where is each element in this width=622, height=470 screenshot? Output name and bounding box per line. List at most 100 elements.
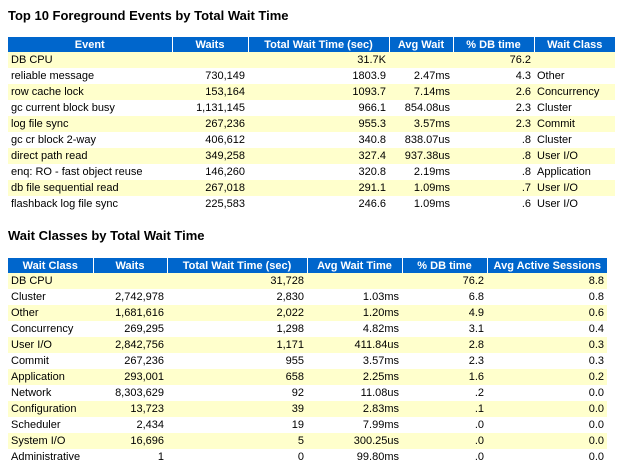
table-cell: 0.0 xyxy=(487,449,607,465)
table-row: System I/O 16,696 5 300.25us .0 0.0 xyxy=(8,433,607,449)
classes-table-header: Wait Class Waits Total Wait Time (sec) Avg … xyxy=(8,258,607,273)
table-cell: .8 xyxy=(453,148,534,164)
table-cell: 0.4 xyxy=(487,321,607,337)
table-cell: 76.2 xyxy=(402,273,487,289)
table-cell: 1,681,616 xyxy=(93,305,167,321)
table-row: Network 8,303,629 92 11.08us .2 0.0 xyxy=(8,385,607,401)
table-cell: log file sync xyxy=(8,116,172,132)
table-cell: 300.25us xyxy=(307,433,402,449)
table-cell: 0.8 xyxy=(487,289,607,305)
table-cell xyxy=(307,273,402,289)
table-cell: 2,842,756 xyxy=(93,337,167,353)
table-cell: 838.07us xyxy=(389,132,453,148)
table-cell: .6 xyxy=(453,196,534,212)
table-row: log file sync 267,236 955.3 3.57ms 2.3 Commit xyxy=(8,116,615,132)
classes-table-body: DB CPU 31,728 76.2 8.8 Cluster 2,742,978 2,830… xyxy=(8,273,607,465)
table-cell: Network xyxy=(8,385,93,401)
table-row: Configuration 13,723 39 2.83ms .1 0.0 xyxy=(8,401,607,417)
table-cell: 31,728 xyxy=(167,273,307,289)
table-row: gc current block busy 1,131,145 966.1 854.0… xyxy=(8,100,615,116)
table-cell: 1,171 xyxy=(167,337,307,353)
table-cell: .0 xyxy=(402,417,487,433)
table-cell: 0.0 xyxy=(487,401,607,417)
table-cell xyxy=(534,52,615,68)
table-cell: 76.2 xyxy=(453,52,534,68)
table-cell: User I/O xyxy=(534,148,615,164)
table-cell: Other xyxy=(8,305,93,321)
table-cell: 39 xyxy=(167,401,307,417)
events-table-body: DB CPU 31.7K 76.2 reliable message 730,149 18… xyxy=(8,52,615,212)
table-cell: 0.0 xyxy=(487,385,607,401)
table-row: enq: RO - fast object reuse 146,260 320.8 2… xyxy=(8,164,615,180)
table-cell: 2.8 xyxy=(402,337,487,353)
events-column-header: Avg Wait xyxy=(389,37,454,52)
table-cell: 3.1 xyxy=(402,321,487,337)
classes-column-header: % DB time xyxy=(402,258,488,273)
table-cell: db file sequential read xyxy=(8,180,172,196)
classes-column-header: Avg Active Sessions xyxy=(487,258,607,273)
table-cell: .2 xyxy=(402,385,487,401)
events-column-header: Total Wait Time (sec) xyxy=(248,37,390,52)
table-cell: 320.8 xyxy=(248,164,389,180)
table-cell xyxy=(389,52,453,68)
table-cell: 99.80ms xyxy=(307,449,402,465)
table-cell: User I/O xyxy=(534,180,615,196)
table-cell: 4.82ms xyxy=(307,321,402,337)
table-row: direct path read 349,258 327.4 937.38us .8 Us… xyxy=(8,148,615,164)
table-cell: 5 xyxy=(167,433,307,449)
table-cell: 937.38us xyxy=(389,148,453,164)
table-cell: 406,612 xyxy=(172,132,248,148)
table-cell: .0 xyxy=(402,449,487,465)
table-cell: 225,583 xyxy=(172,196,248,212)
table-row: DB CPU 31,728 76.2 8.8 xyxy=(8,273,607,289)
table-row: Administrative 1 0 99.80ms .0 0.0 xyxy=(8,449,607,465)
table-cell: 0.0 xyxy=(487,417,607,433)
table-cell: 146,260 xyxy=(172,164,248,180)
table-cell: 2.19ms xyxy=(389,164,453,180)
table-cell: 2.47ms xyxy=(389,68,453,84)
table-cell: Commit xyxy=(8,353,93,369)
table-row: Scheduler 2,434 19 7.99ms .0 0.0 xyxy=(8,417,607,433)
table-cell: 267,018 xyxy=(172,180,248,196)
table-cell: 1.6 xyxy=(402,369,487,385)
table-cell: 955 xyxy=(167,353,307,369)
table-row: Concurrency 269,295 1,298 4.82ms 3.1 0.4 xyxy=(8,321,607,337)
table-cell: 2.83ms xyxy=(307,401,402,417)
table-cell: 0.0 xyxy=(487,433,607,449)
table-cell: 2.6 xyxy=(453,84,534,100)
classes-table: Wait Class Waits Total Wait Time (sec) Avg … xyxy=(8,258,607,465)
table-cell: Scheduler xyxy=(8,417,93,433)
table-cell xyxy=(172,52,248,68)
table-cell: .8 xyxy=(453,132,534,148)
table-cell: .1 xyxy=(402,401,487,417)
table-row: row cache lock 153,164 1093.7 7.14ms 2.6 Conc… xyxy=(8,84,615,100)
table-cell: 0.2 xyxy=(487,369,607,385)
table-row: Cluster 2,742,978 2,830 1.03ms 6.8 0.8 xyxy=(8,289,607,305)
table-cell: Application xyxy=(8,369,93,385)
table-cell: 4.9 xyxy=(402,305,487,321)
table-cell: 2,830 xyxy=(167,289,307,305)
classes-column-header: Waits xyxy=(93,258,168,273)
table-cell: 3.57ms xyxy=(389,116,453,132)
classes-column-header: Avg Wait Time xyxy=(307,258,403,273)
table-cell: 246.6 xyxy=(248,196,389,212)
table-cell: 1,131,145 xyxy=(172,100,248,116)
table-cell: DB CPU xyxy=(8,273,93,289)
table-cell: 2.25ms xyxy=(307,369,402,385)
table-cell: 0.3 xyxy=(487,337,607,353)
table-cell: 7.14ms xyxy=(389,84,453,100)
table-cell: 2,742,978 xyxy=(93,289,167,305)
table-cell: 7.99ms xyxy=(307,417,402,433)
table-cell: 2.3 xyxy=(402,353,487,369)
table-cell: 4.3 xyxy=(453,68,534,84)
table-cell: 1,298 xyxy=(167,321,307,337)
table-cell: Application xyxy=(534,164,615,180)
classes-column-header: Total Wait Time (sec) xyxy=(167,258,308,273)
table-cell: 0 xyxy=(167,449,307,465)
table-cell: 92 xyxy=(167,385,307,401)
table-row: db file sequential read 267,018 291.1 1.09m… xyxy=(8,180,615,196)
table-cell: 267,236 xyxy=(93,353,167,369)
table-cell: 1 xyxy=(93,449,167,465)
table-cell: 966.1 xyxy=(248,100,389,116)
table-cell: 11.08us xyxy=(307,385,402,401)
